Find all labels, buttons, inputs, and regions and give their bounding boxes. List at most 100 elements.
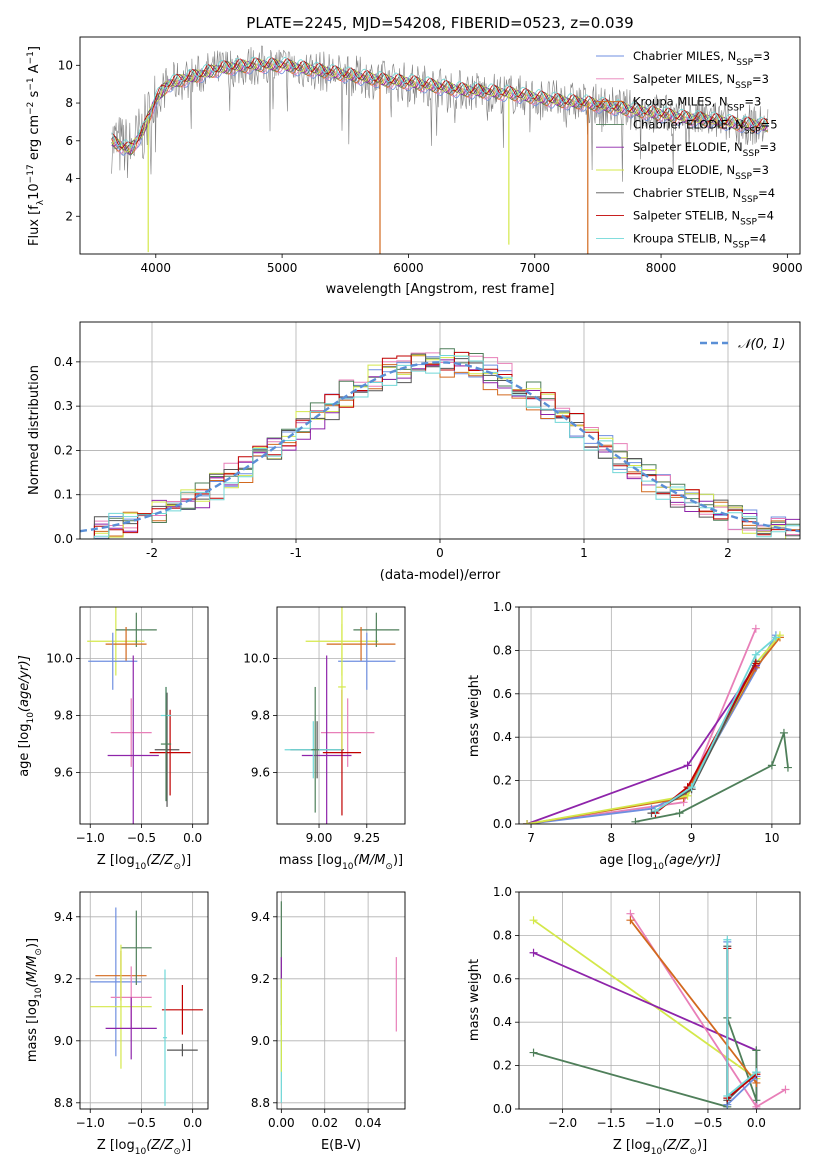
plot-area <box>80 892 208 1109</box>
model-spectrum <box>111 56 769 148</box>
plot-area <box>80 322 800 539</box>
y-tick-label: 0.3 <box>54 399 73 413</box>
label-part: )] <box>181 853 191 868</box>
label-part: 10 <box>135 862 147 872</box>
weight-marker <box>529 948 538 957</box>
panel-age-vs-z: −1.0 −0.5 0.0 9.6 9.8 10.0 <box>46 606 209 845</box>
y-tick-label: 9.2 <box>251 972 270 986</box>
legend-label: Kroupa STELIB, NSSP=4 <box>633 231 766 250</box>
label-part: SSP <box>735 172 752 182</box>
y-tick-label: 9.4 <box>251 910 270 924</box>
label-part: −1 <box>26 51 36 64</box>
observed-spectrum <box>111 45 769 182</box>
weight-marker <box>752 1102 761 1109</box>
label-part: )] <box>697 1138 707 1153</box>
label-part: age [log <box>599 853 652 868</box>
y-tick-label: 0.6 <box>493 972 512 986</box>
label-part: Salpeter ELODIE, N <box>633 140 743 154</box>
label-part: Chabrier STELIB, N <box>633 186 741 200</box>
weight-marker <box>723 935 732 944</box>
label-part: SSP <box>740 218 757 228</box>
axes-frame <box>518 891 801 1110</box>
weight-marker <box>771 633 780 642</box>
y-tick-label: 9.4 <box>54 910 73 924</box>
weight-marker <box>631 817 640 824</box>
y-tick-label: 0.0 <box>493 1102 512 1116</box>
plot-area <box>519 607 800 824</box>
legend-label: Kroupa ELODIE, NSSP=3 <box>633 163 769 182</box>
weight-marker <box>752 1046 761 1055</box>
plot-area <box>519 892 800 1109</box>
x-tick-label: 7000 <box>519 261 550 275</box>
y-tick-label: 10.0 <box>46 651 73 665</box>
weight-marker <box>523 820 532 824</box>
x-tick-label: 0.0 <box>183 1116 202 1130</box>
x-tick-label: 0.0 <box>183 831 202 845</box>
x-axis-label: Z [log10(Z/Z⊙)] <box>97 853 191 872</box>
y-tick-label: 9.6 <box>251 766 270 780</box>
label-part: Chabrier ELODIE, N <box>633 117 744 131</box>
label-part: ⊙ <box>173 1147 181 1157</box>
weight-marker <box>779 728 788 737</box>
weight-line <box>726 941 758 1107</box>
label-part: Salpeter MILES, N <box>633 72 735 86</box>
weight-marker <box>767 761 776 770</box>
y-tick-label: 9.8 <box>251 709 270 723</box>
plot-area <box>277 607 405 824</box>
y-tick-label: 0.0 <box>54 532 73 546</box>
x-tick-label: 7 <box>527 831 535 845</box>
x-axis-label: (data-model)/error <box>380 568 501 583</box>
weight-marker <box>675 809 684 818</box>
y-tick-label: 0.4 <box>54 355 73 369</box>
weight-marker <box>783 763 792 772</box>
model-spectrum <box>111 63 769 156</box>
weight-marker <box>723 1091 732 1100</box>
label-part: SSP <box>744 126 761 136</box>
label-part: SSP <box>733 240 750 250</box>
label-part: 10 <box>26 712 36 724</box>
label-part: A <box>27 64 42 77</box>
model-spectrum <box>111 57 769 149</box>
panel-residuals: -2 -1 0 1 2 0.0 0.1 0.2 0.3 0.4 𝒩(0, 1) <box>54 321 801 560</box>
label-part: Z [log <box>613 1138 651 1153</box>
y-tick-label: 10 <box>58 58 73 72</box>
label-part: λ <box>36 199 46 205</box>
legend-label: Chabrier MILES, NSSP=3 <box>633 49 770 68</box>
y-tick-label: 0.4 <box>493 1015 512 1029</box>
panel-age-vs-mass: 9.00 9.25 9.6 9.8 10.0 <box>243 606 406 845</box>
x-axis-label: E(B-V) <box>321 1138 361 1153</box>
normal-curve <box>80 361 800 533</box>
x-tick-label: −1.5 <box>596 1116 625 1130</box>
label-part: ⊙ <box>689 1147 697 1157</box>
weight-marker <box>683 761 692 770</box>
weight-marker <box>679 793 688 802</box>
axes-frame <box>79 321 801 540</box>
weight-line <box>526 636 781 824</box>
weight-marker <box>751 650 760 659</box>
label-part: Salpeter STELIB, N <box>633 209 740 223</box>
weight-marker <box>529 1048 538 1057</box>
x-tick-label: 0.0 <box>747 1116 766 1130</box>
x-tick-label: 8 <box>608 831 616 845</box>
label-part: SSP <box>735 81 752 91</box>
x-tick-label: −0.5 <box>127 1116 156 1130</box>
weight-line <box>655 636 777 812</box>
y-tick-label: 0.2 <box>493 1059 512 1073</box>
x-tick-label: 6000 <box>393 261 424 275</box>
label-part: =3 <box>753 49 770 63</box>
label-part: Z [log <box>97 1138 135 1153</box>
axes-frame <box>79 36 801 255</box>
x-axis-label: wavelength [Angstrom, rest frame] <box>326 282 555 297</box>
y-axis-label: Normed distribution <box>27 365 42 495</box>
label-part: (M/M <box>25 956 40 988</box>
label-part: ] <box>27 46 42 51</box>
model-spectrum <box>111 59 769 153</box>
axes-frame <box>276 606 406 825</box>
figure-title: PLATE=2245, MJD=54208, FIBERID=0523, z=0… <box>246 14 633 32</box>
y-tick-label: 1.0 <box>493 885 512 899</box>
weight-marker <box>529 916 538 925</box>
label-part: SSP <box>736 58 753 68</box>
weight-line <box>533 1017 758 1108</box>
y-tick-label: 0.6 <box>493 687 512 701</box>
